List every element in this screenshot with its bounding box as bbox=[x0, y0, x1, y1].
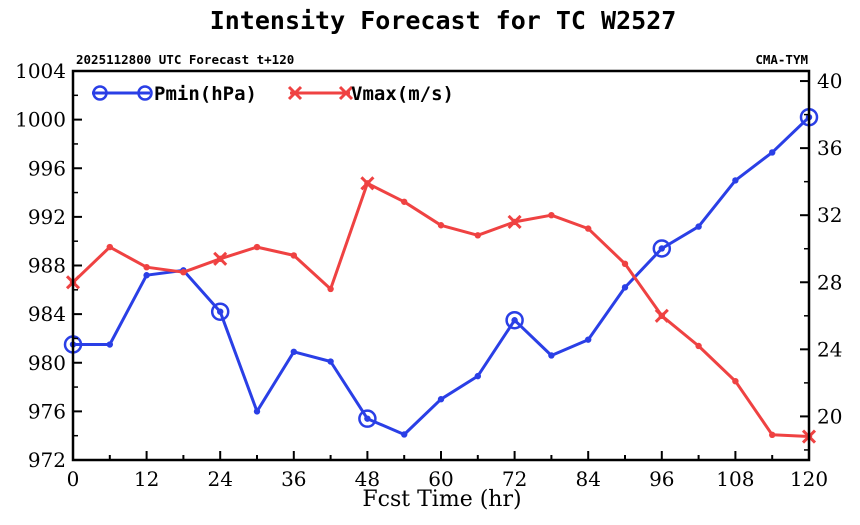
y-left-tick-label: 1004 bbox=[15, 59, 66, 83]
data-point-pmin bbox=[143, 272, 150, 279]
x-tick-label: 36 bbox=[281, 467, 306, 491]
marker-circle-pmin bbox=[210, 302, 230, 321]
y-right-tick-label: 36 bbox=[817, 136, 842, 160]
y-right-tick-label: 20 bbox=[817, 404, 842, 428]
x-tick-label: 48 bbox=[355, 467, 380, 491]
data-point-pmin bbox=[106, 341, 114, 348]
y-right-tick-label: 28 bbox=[817, 270, 842, 294]
marker-x-vmax bbox=[507, 214, 522, 229]
marker-circle-pmin bbox=[358, 409, 377, 428]
marker-x-stroke bbox=[213, 251, 228, 266]
data-point-pmin bbox=[290, 348, 297, 356]
data-point-pmin bbox=[658, 245, 665, 252]
marker-circle-pmin bbox=[505, 310, 524, 330]
y-left-tick-label: 996 bbox=[28, 156, 66, 180]
x-tick-label: 120 bbox=[790, 467, 828, 491]
data-point-vmax bbox=[695, 342, 702, 350]
x-axis-label: Fcst Time (hr) bbox=[362, 487, 521, 512]
legend-pmin-marker bbox=[92, 85, 108, 101]
data-point-pmin bbox=[585, 336, 592, 343]
data-point-pmin bbox=[474, 372, 481, 380]
y-left-tick-label: 1000 bbox=[15, 108, 66, 132]
data-point-vmax bbox=[548, 211, 555, 219]
legend-vmax-marker bbox=[287, 85, 354, 101]
data-point-vmax bbox=[143, 263, 150, 271]
legend: Pmin(hPa) Vmax(m/s) bbox=[92, 83, 454, 105]
y-left-tick-label: 988 bbox=[28, 254, 66, 278]
x-tick-label: 84 bbox=[575, 467, 600, 491]
y-right-tick-label: 40 bbox=[817, 69, 842, 93]
y-left-tick-label: 980 bbox=[28, 351, 66, 375]
chart-subtitle-right: CMA-TYM bbox=[755, 52, 808, 67]
x-tick-label: 72 bbox=[502, 467, 527, 491]
y-right-tick-label: 32 bbox=[817, 203, 842, 227]
data-point-pmin bbox=[364, 415, 371, 422]
marker-x-stroke bbox=[654, 308, 669, 323]
marker-x-vmax bbox=[360, 176, 375, 191]
legend-pmin-marker bbox=[137, 85, 153, 101]
x-tick-label: 12 bbox=[134, 467, 159, 491]
legend-pmin-label: Pmin(hPa) bbox=[154, 83, 257, 105]
marker-x-stroke bbox=[507, 214, 522, 229]
data-point-vmax bbox=[401, 198, 408, 205]
x-tick-label: 24 bbox=[207, 467, 232, 491]
data-point-pmin bbox=[548, 352, 555, 359]
data-point-pmin bbox=[253, 408, 261, 415]
data-point-pmin bbox=[327, 358, 334, 365]
data-point-pmin bbox=[437, 396, 445, 403]
data-point-vmax bbox=[253, 243, 261, 251]
data-point-pmin bbox=[511, 317, 518, 324]
data-point-vmax bbox=[621, 260, 629, 268]
data-point-pmin bbox=[621, 284, 629, 291]
data-point-vmax bbox=[106, 243, 114, 251]
legend-vmax-label: Vmax(m/s) bbox=[351, 83, 454, 105]
data-point-pmin bbox=[695, 223, 702, 230]
y-left-tick-label: 984 bbox=[28, 302, 66, 326]
marker-circle-pmin bbox=[652, 239, 672, 258]
data-point-pmin bbox=[769, 149, 776, 156]
data-point-vmax bbox=[327, 285, 334, 293]
chart-subtitle-left: 2025112800 UTC Forecast t+120 bbox=[76, 52, 294, 67]
data-point-vmax bbox=[290, 252, 297, 259]
data-point-vmax bbox=[474, 232, 481, 239]
x-tick-label: 0 bbox=[67, 467, 80, 491]
data-point-pmin bbox=[401, 431, 408, 438]
data-point-vmax bbox=[585, 225, 592, 232]
data-point-vmax bbox=[769, 431, 776, 439]
marker-x-vmax bbox=[213, 251, 228, 266]
y-left-tick-label: 976 bbox=[28, 399, 66, 423]
data-point-vmax bbox=[437, 222, 445, 229]
data-point-vmax bbox=[180, 269, 187, 276]
y-left-tick-label: 992 bbox=[28, 205, 66, 229]
marker-x-vmax bbox=[654, 308, 669, 323]
x-tick-label: 60 bbox=[428, 467, 453, 491]
marker-x-stroke bbox=[360, 176, 375, 191]
series-line-pmin bbox=[73, 116, 811, 436]
y-left-tick-label: 972 bbox=[28, 448, 66, 472]
chart-title: Intensity Forecast for TC W2527 bbox=[210, 6, 677, 35]
data-point-vmax bbox=[732, 377, 739, 385]
x-tick-label: 96 bbox=[649, 467, 674, 491]
data-point-pmin bbox=[217, 308, 224, 315]
data-point-pmin bbox=[732, 177, 739, 184]
x-tick-label: 108 bbox=[716, 467, 754, 491]
y-right-tick-label: 24 bbox=[817, 337, 842, 361]
